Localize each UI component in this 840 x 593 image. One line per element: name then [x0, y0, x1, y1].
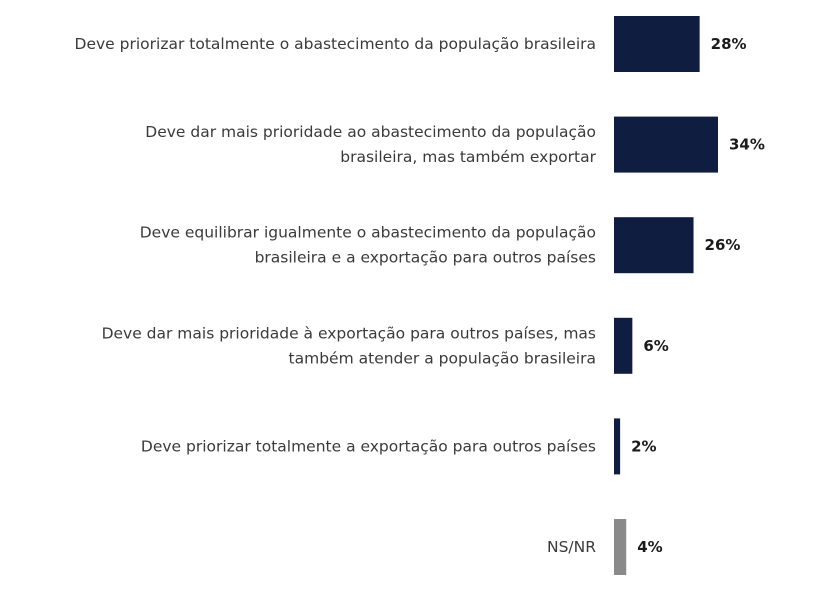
bar-5: [614, 418, 621, 475]
category-label-line: também atender a população brasileira: [289, 349, 596, 367]
bar-4: [614, 317, 633, 374]
category-label-line: NS/NR: [547, 538, 596, 556]
value-label-6: 4%: [637, 538, 662, 556]
bar-6: [614, 519, 627, 575]
value-label-3: 26%: [705, 236, 741, 254]
value-label-1: 28%: [711, 35, 747, 53]
category-label-line: Deve dar mais prioridade à exportação pa…: [102, 324, 596, 342]
category-label-line: brasileira, mas também exportar: [340, 148, 596, 166]
bar-3: [614, 217, 694, 274]
category-label-3: Deve equilibrar igualmente o abastecimen…: [140, 224, 596, 267]
bar-2: [614, 116, 718, 173]
category-label-line: Deve priorizar totalmente a exportação p…: [141, 437, 596, 455]
category-label-line: brasileira e a exportação para outros pa…: [255, 249, 596, 267]
category-label-6: NS/NR: [547, 538, 596, 556]
value-label-4: 6%: [643, 337, 668, 355]
category-label-4: Deve dar mais prioridade à exportação pa…: [102, 324, 596, 367]
category-label-1: Deve priorizar totalmente o abasteciment…: [75, 35, 596, 53]
category-label-line: Deve dar mais prioridade ao abasteciment…: [145, 123, 596, 141]
value-label-5: 2%: [631, 437, 656, 455]
value-label-2: 34%: [729, 136, 765, 154]
category-label-5: Deve priorizar totalmente a exportação p…: [141, 437, 596, 455]
category-label-line: Deve priorizar totalmente o abasteciment…: [75, 35, 596, 53]
category-label-2: Deve dar mais prioridade ao abasteciment…: [145, 123, 596, 166]
category-label-line: Deve equilibrar igualmente o abastecimen…: [140, 224, 596, 242]
bar-1: [614, 16, 700, 72]
